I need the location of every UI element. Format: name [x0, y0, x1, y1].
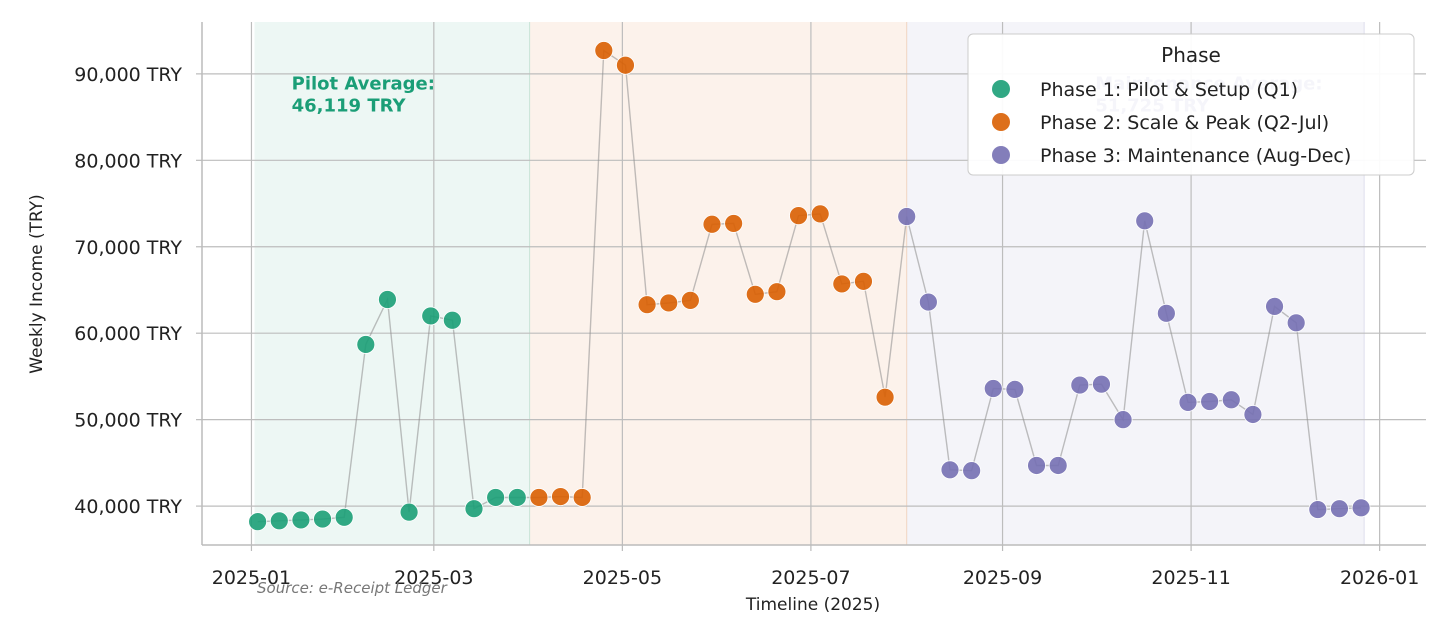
data-point-phase-2 [767, 282, 787, 302]
data-point-phase-3 [1005, 379, 1025, 399]
data-point-phase-2 [572, 488, 592, 507]
y-tick-label: 70,000 TRY [74, 237, 182, 259]
data-point-phase-2 [875, 387, 895, 407]
data-point-phase-1 [507, 488, 527, 507]
y-tick-label: 50,000 TRY [74, 410, 182, 432]
data-point-phase-3 [1027, 456, 1046, 475]
timeline-connector [257, 49, 1362, 523]
data-point-phase-1 [421, 306, 441, 326]
data-point-phase-3 [1200, 392, 1220, 411]
phase-average-annotation-1: 46,119 TRY [292, 95, 407, 116]
source-note: Source: e-Receipt Ledger [257, 579, 448, 597]
data-point-phase-3 [1135, 211, 1155, 231]
data-point-phase-3 [1113, 410, 1133, 430]
legend-marker-phase-2 [992, 113, 1010, 131]
data-point-phase-1 [442, 310, 462, 330]
data-point-phase-3 [1286, 313, 1306, 333]
x-tick-label: 2025-09 [963, 567, 1042, 589]
data-point-phase-3 [1265, 297, 1284, 316]
data-point-phase-1 [356, 335, 376, 354]
x-tick-label: 2025-03 [394, 567, 473, 589]
axes-spines [201, 22, 1426, 546]
data-point-phase-3 [1092, 374, 1111, 394]
legend-item-phase-2: Phase 2: Scale & Peak (Q2-Jul) [1040, 112, 1329, 134]
data-point-phase-1 [486, 488, 506, 507]
legend: Phase Phase 1: Pilot & Setup (Q1) Phase 2:… [967, 33, 1415, 176]
data-point-phase-2 [616, 55, 635, 75]
y-tick-label: 80,000 TRY [74, 150, 182, 172]
legend-item-phase-1: Phase 1: Pilot & Setup (Q1) [1040, 79, 1298, 101]
data-point-phase-3 [1048, 456, 1068, 475]
x-axis-label: Timeline (2025) [745, 595, 880, 615]
data-point-phase-2 [637, 295, 657, 315]
data-point-phase-3 [1330, 499, 1349, 519]
grid-lines [202, 22, 1426, 545]
x-tick-label: 2025-05 [583, 567, 662, 589]
data-point-phase-1 [464, 499, 484, 519]
data-points [248, 41, 1371, 532]
legend-box [967, 33, 1415, 176]
data-point-phase-1 [313, 509, 332, 529]
legend-item-phase-3: Phase 3: Maintenance (Aug-Dec) [1040, 145, 1351, 167]
data-point-phase-3 [1178, 392, 1198, 412]
data-point-phase-3 [1156, 303, 1176, 323]
x-axis-ticks: 2025-01 2025-03 2025-05 2025-07 2025-09 2025-… [212, 545, 1419, 589]
y-axis-label: Weekly Income (TRY) [27, 194, 47, 373]
data-point-phase-1 [334, 507, 354, 527]
data-point-phase-2 [789, 206, 808, 226]
legend-marker-phase-1 [992, 80, 1010, 98]
x-tick-label: 2026-01 [1340, 567, 1419, 589]
data-point-phase-2 [529, 488, 549, 507]
legend-title: Phase [1161, 43, 1221, 67]
data-point-phase-1 [291, 510, 311, 530]
data-point-phase-2 [702, 214, 722, 234]
data-point-phase-1 [378, 290, 397, 309]
data-point-phase-3 [918, 292, 938, 312]
connector-line [257, 49, 1362, 523]
data-point-phase-3 [940, 460, 960, 480]
data-point-phase-2 [594, 41, 614, 60]
data-point-phase-1 [248, 512, 268, 532]
data-point-phase-3 [1221, 390, 1241, 410]
data-point-phase-3 [1351, 498, 1371, 518]
phase-band-1 [254, 22, 530, 545]
data-point-phase-2 [854, 271, 873, 291]
data-point-phase-3 [897, 207, 917, 226]
data-point-phase-2 [810, 204, 830, 224]
data-point-phase-3 [1308, 500, 1328, 519]
y-tick-label: 90,000 TRY [74, 64, 182, 86]
data-point-phase-2 [551, 487, 570, 506]
data-point-phase-2 [832, 274, 852, 294]
data-point-phase-2 [745, 284, 765, 304]
data-point-phase-3 [1070, 375, 1090, 395]
phase-average-annotation-1: Pilot Average: [292, 73, 435, 94]
legend-marker-phase-3 [992, 146, 1010, 164]
y-tick-label: 40,000 TRY [74, 496, 182, 518]
data-point-phase-2 [724, 214, 744, 233]
data-point-phase-1 [399, 502, 419, 522]
x-tick-label: 2025-07 [771, 567, 850, 589]
x-tick-label: 2025-01 [212, 567, 291, 589]
data-point-phase-3 [1243, 405, 1263, 424]
data-point-phase-2 [659, 293, 679, 313]
data-point-phase-3 [962, 461, 982, 481]
data-point-phase-1 [269, 511, 289, 531]
y-tick-label: 60,000 TRY [74, 323, 182, 345]
x-tick-label: 2025-11 [1151, 567, 1230, 589]
data-point-phase-3 [983, 379, 1003, 398]
y-axis-ticks: 40,000 TRY 50,000 TRY 60,000 TRY 70,000 TRY… [74, 64, 202, 518]
data-point-phase-2 [680, 290, 700, 310]
